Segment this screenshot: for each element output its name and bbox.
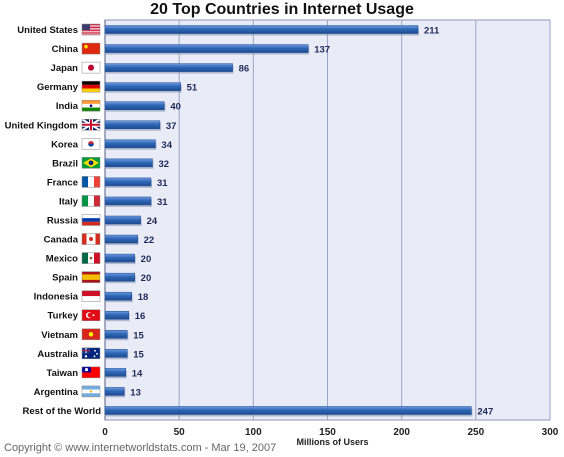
bar-korea — [104, 139, 156, 149]
category-label: Russia — [47, 216, 79, 227]
data-label: 20 — [141, 273, 152, 284]
bar-australia — [104, 349, 128, 358]
bar-mexico — [104, 253, 135, 263]
category-label: Spain — [52, 273, 78, 284]
category-label: China — [52, 44, 79, 55]
x-tick-label: 250 — [467, 427, 484, 438]
spain-flag-icon — [81, 271, 101, 283]
bar-italy — [104, 196, 152, 206]
data-label: 37 — [166, 121, 177, 132]
data-label: 16 — [135, 311, 146, 322]
us-flag-icon — [81, 23, 101, 36]
data-label: 15 — [133, 349, 144, 360]
bar-taiwan — [104, 368, 127, 377]
japan-flag-icon — [81, 61, 101, 74]
bar-vietnam — [104, 330, 128, 339]
bar-turkey — [104, 310, 129, 320]
data-label: 137 — [314, 45, 330, 56]
bar-russia — [104, 215, 141, 225]
bar-germany — [104, 82, 181, 91]
category-label: France — [47, 177, 78, 188]
data-label: 86 — [239, 64, 250, 75]
bar-spain — [104, 272, 135, 282]
x-axis-label: Millions of Users — [296, 437, 368, 447]
category-label: India — [56, 101, 79, 112]
category-label: Argentina — [34, 387, 79, 398]
turkey-flag-icon — [81, 309, 101, 321]
x-tick-label: 0 — [102, 427, 108, 438]
china-flag-icon — [81, 42, 101, 55]
category-label: Germany — [37, 82, 79, 93]
bar-france — [104, 177, 152, 187]
chart-title: 20 Top Countries in Internet Usage — [150, 1, 414, 18]
category-label: Taiwan — [47, 368, 79, 379]
category-label: Vietnam — [41, 330, 78, 341]
data-label: 40 — [170, 102, 181, 113]
bar-japan — [104, 63, 233, 72]
uk-flag-icon — [81, 118, 101, 132]
france-flag-icon — [81, 176, 101, 188]
india-flag-icon — [81, 99, 101, 112]
data-label: 34 — [161, 140, 172, 151]
data-label: 31 — [157, 197, 168, 208]
taiwan-flag-icon — [81, 366, 101, 379]
category-label: Italy — [59, 196, 79, 207]
data-label: 211 — [424, 26, 440, 37]
argentina-flag-icon — [81, 385, 101, 398]
copyright-note: Copyright © www.internetworldstats.com -… — [4, 442, 277, 454]
category-label: Canada — [44, 235, 79, 246]
russia-flag-icon — [81, 214, 101, 226]
data-label: 32 — [158, 159, 169, 170]
korea-flag-icon — [81, 138, 101, 150]
bar-india — [104, 101, 165, 110]
data-label: 20 — [141, 254, 152, 265]
bar-rest-of-the-world — [104, 406, 472, 415]
germany-flag-icon — [81, 80, 101, 93]
category-label: Japan — [51, 63, 79, 74]
bar-brazil — [104, 158, 153, 168]
category-label: Brazil — [52, 158, 78, 169]
bar-indonesia — [104, 291, 132, 301]
category-label: Korea — [51, 139, 79, 150]
brazil-flag-icon — [81, 157, 101, 169]
data-label: 15 — [133, 330, 144, 341]
x-tick-label: 300 — [542, 427, 559, 438]
x-tick-label: 150 — [319, 427, 336, 438]
italy-flag-icon — [81, 195, 101, 207]
data-label: 247 — [477, 406, 493, 417]
category-label: United Kingdom — [5, 120, 78, 131]
x-tick-label: 50 — [174, 427, 186, 438]
x-tick-label: 100 — [245, 427, 262, 438]
category-label: Rest of the World — [23, 406, 102, 417]
category-label: Mexico — [46, 254, 78, 265]
data-label: 51 — [187, 83, 198, 94]
australia-flag-icon — [81, 347, 101, 360]
data-label: 13 — [130, 387, 141, 398]
data-label: 24 — [147, 216, 158, 227]
bar-canada — [104, 234, 138, 244]
category-label: United States — [17, 25, 78, 36]
data-label: 31 — [157, 178, 168, 189]
data-label: 18 — [138, 292, 149, 303]
bar-united-states — [104, 25, 419, 34]
vietnam-flag-icon — [81, 328, 101, 341]
data-label: 14 — [132, 368, 143, 379]
bar-argentina — [104, 387, 125, 396]
category-label: Indonesia — [34, 292, 79, 303]
bar-china — [104, 44, 309, 53]
bar-united-kingdom — [104, 120, 161, 130]
indonesia-flag-icon — [81, 290, 101, 302]
mexico-flag-icon — [81, 252, 101, 264]
x-tick-label: 200 — [393, 427, 410, 438]
data-label: 22 — [144, 235, 155, 246]
category-label: Australia — [37, 349, 78, 360]
category-label: Turkey — [48, 311, 79, 322]
canada-flag-icon — [81, 233, 101, 245]
